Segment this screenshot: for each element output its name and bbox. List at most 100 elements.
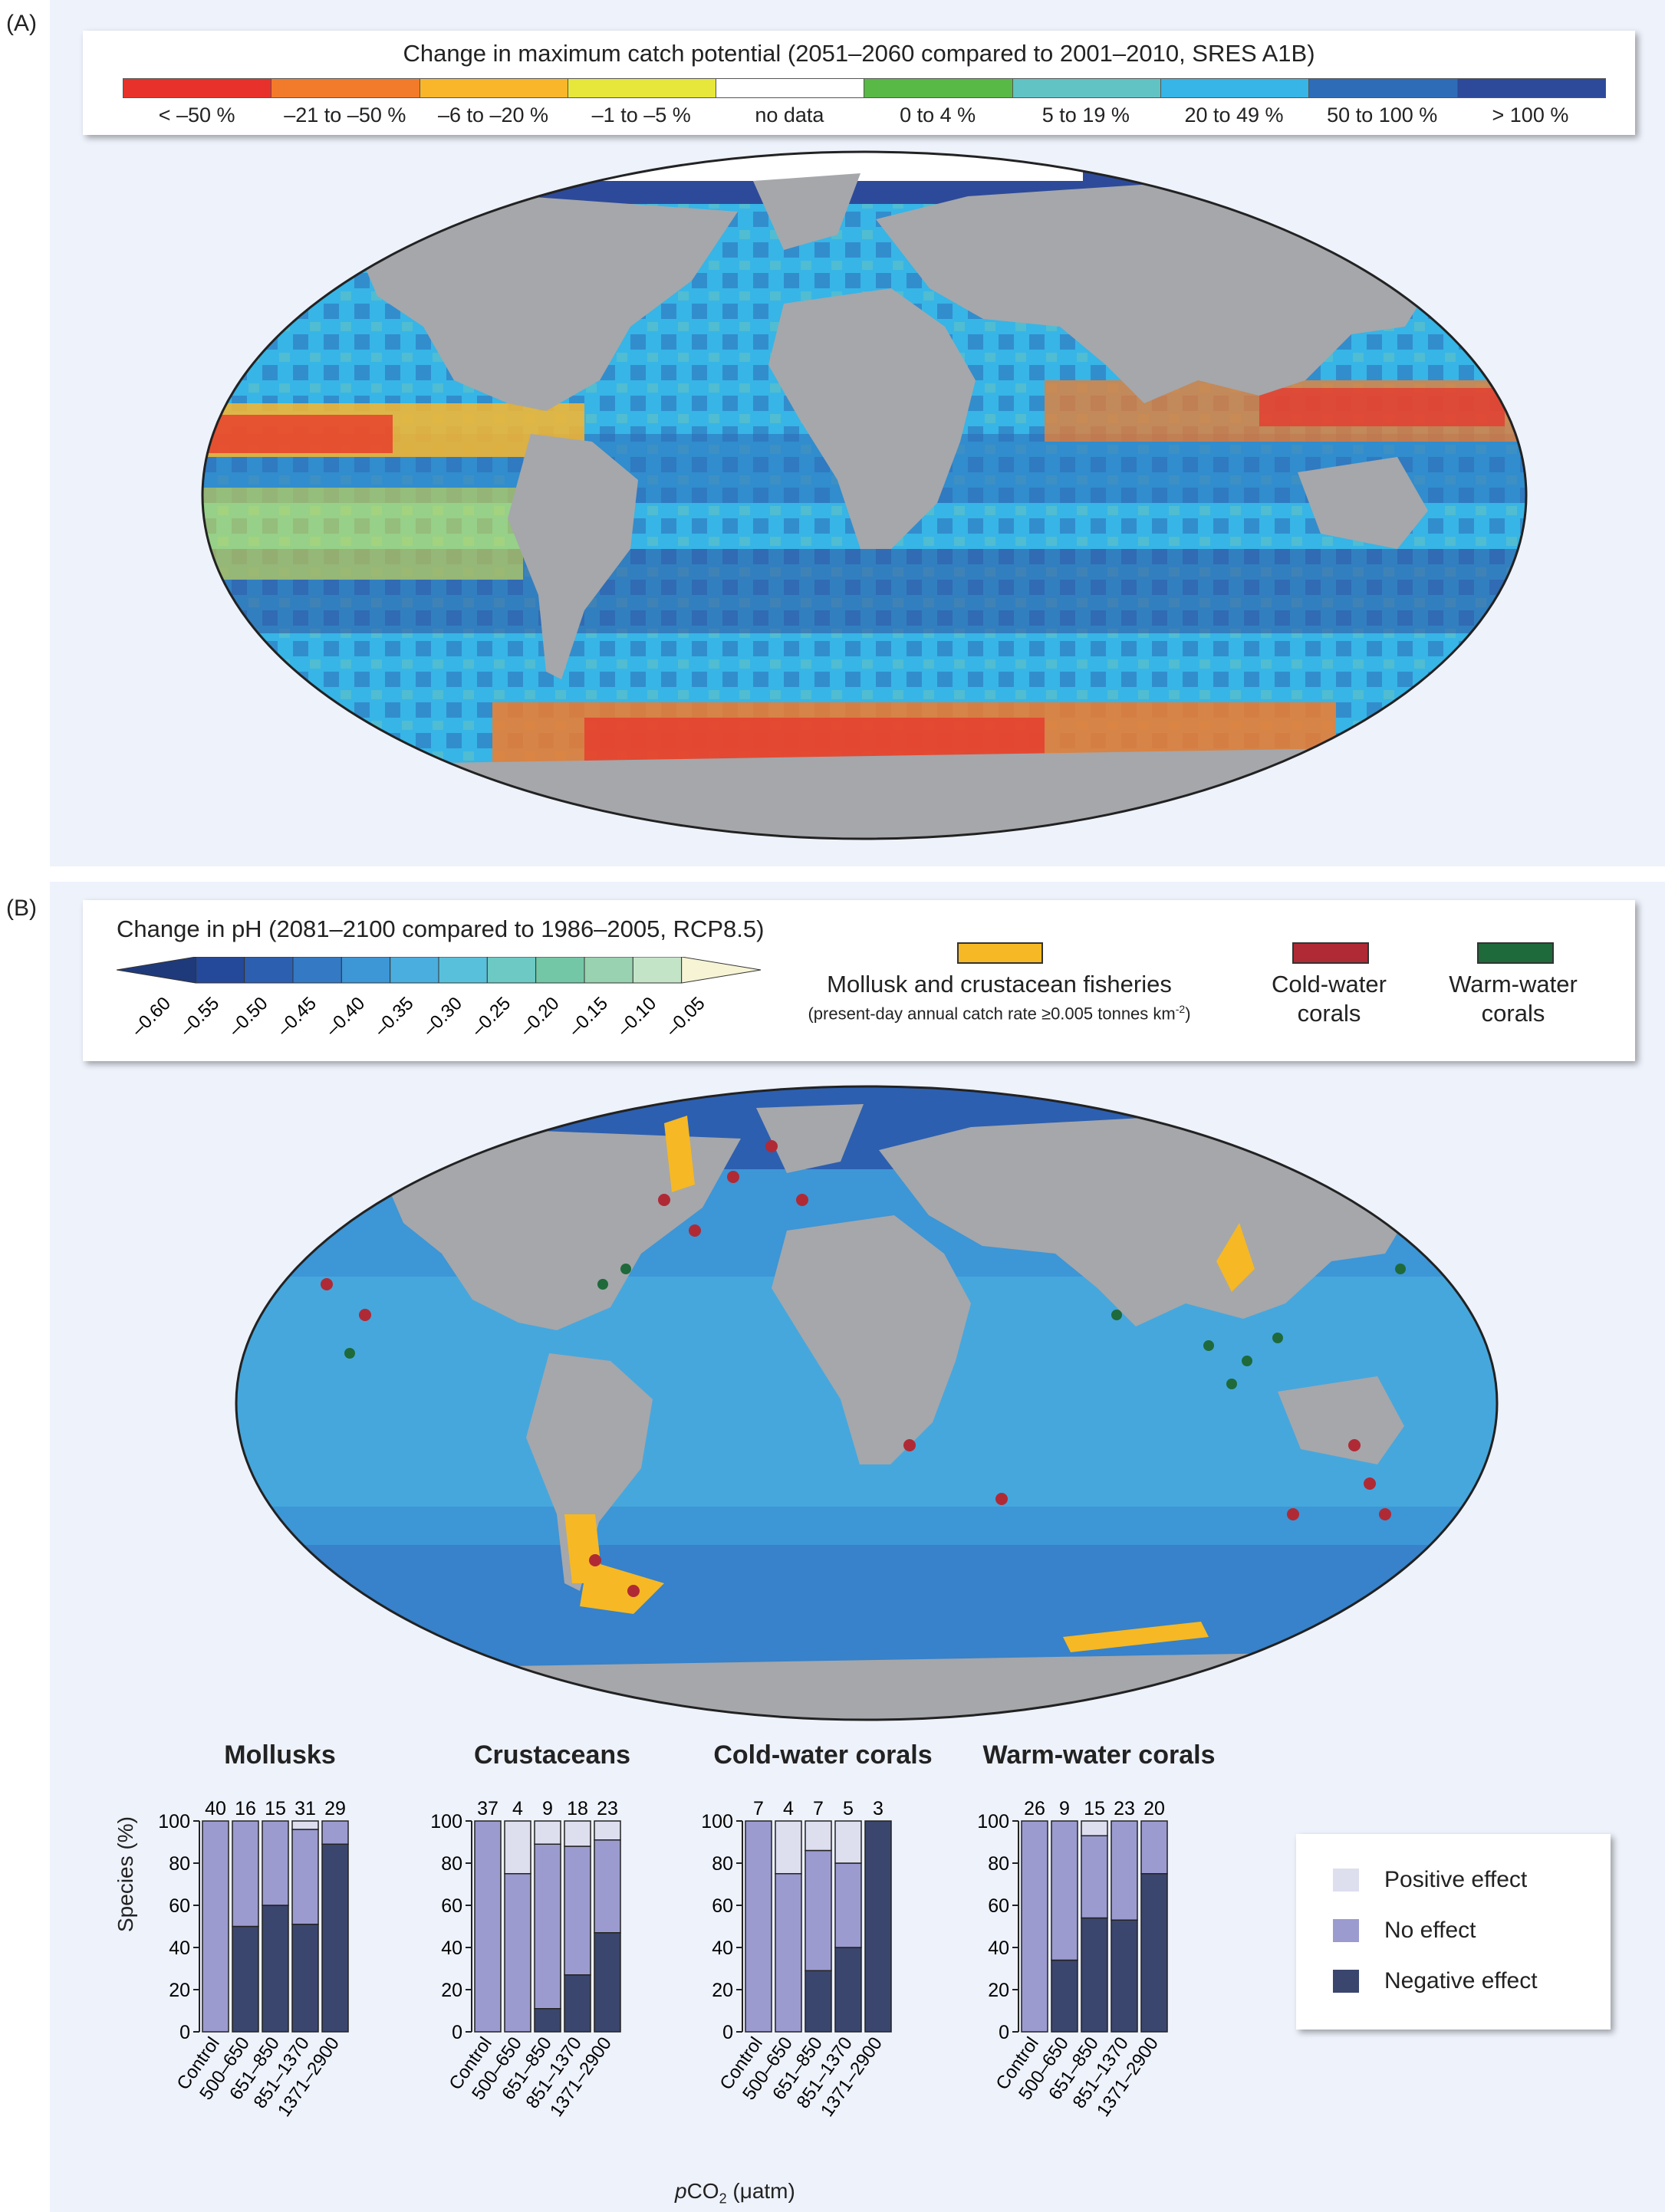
y-tick-label-2-2: 40: [712, 1938, 733, 1959]
ph-colorbar: –0.60 –0.55 –0.50 –0.45 –0.40 –0.35 –0.30 –0.25…: [117, 957, 762, 1040]
y-tick-label-0-4: 80: [169, 1853, 190, 1875]
count-label-2-1: 4: [783, 1798, 794, 1819]
bar-segment-0-1-0: [232, 1925, 259, 2033]
warm-coral-label-1: Warm-water: [1449, 971, 1578, 998]
bar-segment-0-2-0: [262, 1905, 289, 2033]
catch-swatch-5: [864, 79, 1013, 97]
count-label-0-3: 31: [295, 1798, 316, 1819]
bar-segment-1-3-1: [564, 1846, 591, 1976]
effect-label-1: No effect: [1384, 1918, 1476, 1943]
bar-segment-1-4-1: [594, 1839, 621, 1934]
y-tick-label-0-5: 100: [158, 1811, 190, 1832]
x-axis-label: pCO2 (μatm): [675, 2179, 795, 2207]
catch-class-label-1: –21 to –50 %: [284, 104, 406, 127]
y-tick-label-1-4: 80: [441, 1853, 462, 1875]
y-tick-label-3-0: 0: [999, 2022, 1009, 2043]
ph-swatch-6: [438, 957, 488, 984]
catch-class-label-6: 5 to 19 %: [1041, 104, 1130, 127]
bar-segment-1-0-1: [474, 1820, 502, 2033]
count-label-3-1: 9: [1059, 1798, 1070, 1819]
bar-segment-3-1-0: [1051, 1959, 1078, 2033]
ph-tick-label-1: –0.55: [176, 993, 224, 1040]
catch-swatch-7: [1161, 79, 1310, 97]
x-axis-label-sub: 2: [719, 2191, 727, 2207]
effect-label-2: Negative effect: [1384, 1968, 1538, 1993]
bar-segment-3-1-1: [1051, 1820, 1078, 1961]
chart-title-2: Cold-water corals: [713, 1740, 933, 1770]
ph-tick-label-5: –0.35: [370, 993, 418, 1040]
ph-swatch-3: [292, 957, 342, 984]
catch-swatch-4: [716, 79, 865, 97]
cold-coral-swatch: [1292, 942, 1369, 964]
cold-coral-label-2: corals: [1297, 1000, 1361, 1027]
panel-b-label: (B): [6, 896, 37, 921]
count-label-2-2: 7: [813, 1798, 824, 1819]
catch-class-label-0: < –50 %: [158, 104, 235, 127]
bar-segment-2-2-0: [805, 1970, 832, 2033]
catch-swatch-9: [1457, 79, 1605, 97]
bar-segment-2-2-1: [805, 1849, 832, 1971]
catch-swatch-2: [420, 79, 568, 97]
catch-swatch-3: [568, 79, 717, 97]
bar-segment-1-2-2: [534, 1820, 561, 1845]
count-label-3-2: 15: [1084, 1798, 1105, 1819]
catch-map: [201, 150, 1528, 840]
ph-map: [235, 1085, 1499, 1721]
y-tick-label-1-0: 0: [452, 2022, 462, 2043]
bar-segment-1-1-1: [504, 1873, 531, 2033]
catch-class-label-4: no data: [755, 104, 824, 127]
x-axis-label-unit: (μatm): [726, 2179, 795, 2203]
bar-segment-0-4-1: [321, 1820, 349, 1845]
cold-coral-label-1: Cold-water: [1272, 971, 1387, 998]
ph-tick-label-9: –0.15: [564, 993, 612, 1040]
ph-legend-title: Change in pH (2081–2100 compared to 1986…: [117, 915, 765, 942]
bar-segment-3-2-2: [1081, 1820, 1108, 1836]
ph-tick-label-3: –0.45: [273, 993, 321, 1040]
bar-segment-3-3-0: [1111, 1919, 1138, 2033]
count-label-0-4: 29: [324, 1798, 346, 1819]
bar-chart-1: 02040608010037Control4500–6509651–850188…: [430, 1798, 621, 2121]
effect-swatch-2: [1333, 1970, 1359, 1993]
bar-segment-1-3-2: [564, 1820, 591, 1847]
bar-segment-1-2-1: [534, 1843, 561, 2010]
catch-legend-labels: < –50 % –21 to –50 % –6 to –20 % –1 to –5 %…: [123, 104, 1604, 130]
count-label-2-3: 5: [843, 1798, 854, 1819]
y-tick-label-2-3: 60: [712, 1895, 733, 1917]
bar-segment-1-1-2: [504, 1820, 531, 1875]
ph-tick-label-7: –0.25: [468, 993, 515, 1040]
ph-swatch-11: [681, 957, 762, 984]
cold-coral-overlay: [321, 1140, 1391, 1597]
bar-segment-1-4-2: [594, 1820, 621, 1841]
warm-coral-swatch: [1477, 942, 1554, 964]
bar-segment-0-3-0: [291, 1924, 319, 2033]
mollusk-legend-title: Mollusk and crustacean fisheries: [827, 971, 1172, 998]
count-label-1-2: 9: [542, 1798, 553, 1819]
bar-segment-0-1-1: [232, 1820, 259, 1928]
y-tick-label-2-4: 80: [712, 1853, 733, 1875]
y-tick-label-1-1: 20: [441, 1980, 462, 2001]
bar-segment-3-2-0: [1081, 1917, 1108, 2033]
bar-segment-2-0-1: [745, 1820, 772, 2033]
bar-segment-1-3-0: [564, 1974, 591, 2033]
panel-a-label: (A): [6, 11, 37, 36]
count-label-1-4: 23: [597, 1798, 618, 1819]
ph-swatch-9: [584, 957, 633, 984]
bar-segment-2-3-1: [834, 1862, 862, 1948]
mollusk-legend-subtitle: (present-day annual catch rate ≥0.005 to…: [788, 1003, 1210, 1024]
chart-title-3: Warm-water corals: [982, 1740, 1216, 1770]
y-tick-label-3-4: 80: [988, 1853, 1009, 1875]
y-axis-label: Species (%): [114, 1816, 137, 1932]
ph-swatch-10: [632, 957, 683, 984]
bar-chart-2: 0204060801007Control4500–6507651–8505851…: [701, 1798, 892, 2121]
count-label-0-0: 40: [205, 1798, 226, 1819]
mollusk-subtitle-close: ): [1185, 1004, 1191, 1024]
count-label-3-4: 20: [1143, 1798, 1165, 1819]
ph-swatch-0: [117, 957, 196, 984]
effect-swatch-1: [1333, 1919, 1359, 1942]
count-label-1-3: 18: [567, 1798, 588, 1819]
bar-segment-2-1-1: [775, 1873, 802, 2033]
bar-segment-3-4-1: [1140, 1820, 1168, 1875]
catch-swatch-8: [1309, 79, 1458, 97]
mollusk-subtitle-text: (present-day annual catch rate ≥0.005 to…: [808, 1004, 1176, 1024]
y-tick-label-3-3: 60: [988, 1895, 1009, 1917]
